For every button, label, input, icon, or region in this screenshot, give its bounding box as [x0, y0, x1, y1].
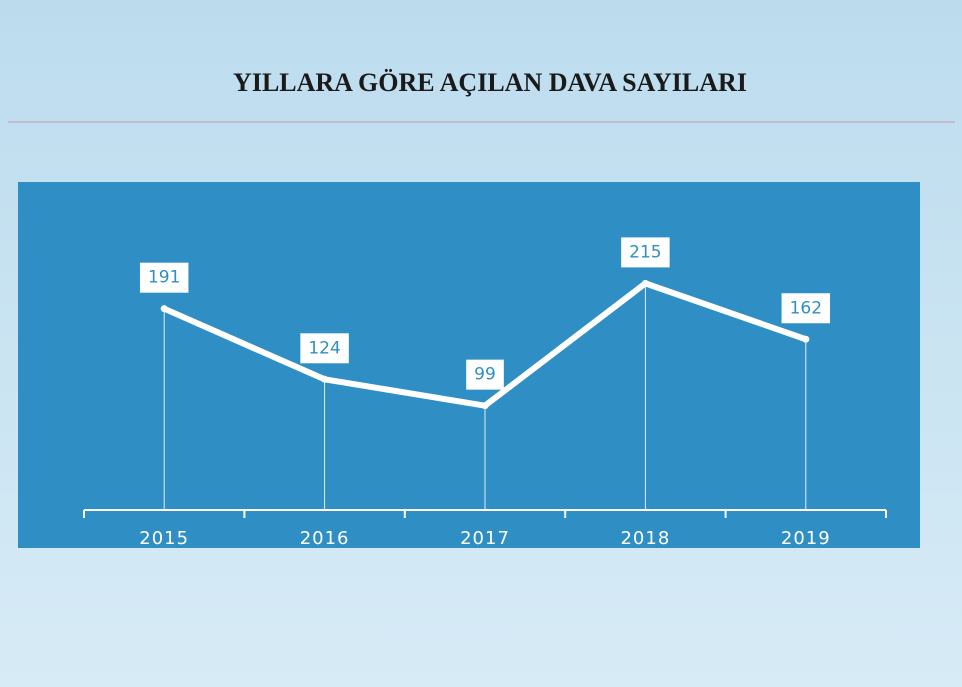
- point: [802, 335, 810, 343]
- point: [641, 279, 649, 287]
- data-label-box: [300, 333, 349, 364]
- data-label: 162: [790, 298, 822, 318]
- data-label-box: [139, 262, 189, 293]
- x-tick-label: 2016: [300, 528, 350, 549]
- point: [321, 375, 329, 383]
- data-label: 124: [308, 338, 340, 358]
- data-label: 191: [148, 268, 180, 288]
- plot: 191 124 99 215 162 2015 2016 2017 2018 2019: [83, 237, 887, 549]
- x-tick-label: 2015: [139, 528, 189, 549]
- point: [481, 402, 489, 410]
- data-label-box: [781, 293, 831, 324]
- x-tick-label: 2018: [620, 528, 670, 549]
- data-label: 215: [629, 242, 661, 262]
- x-tick-label: 2019: [781, 528, 831, 549]
- point: [160, 305, 168, 313]
- data-label: 99: [474, 365, 496, 385]
- chart-title: YILLARA GÖRE AÇILAN DAVA SAYILARI: [233, 68, 747, 97]
- x-tick-label: 2017: [460, 528, 510, 549]
- data-label-box: [466, 359, 504, 390]
- data-label-box: [621, 237, 670, 268]
